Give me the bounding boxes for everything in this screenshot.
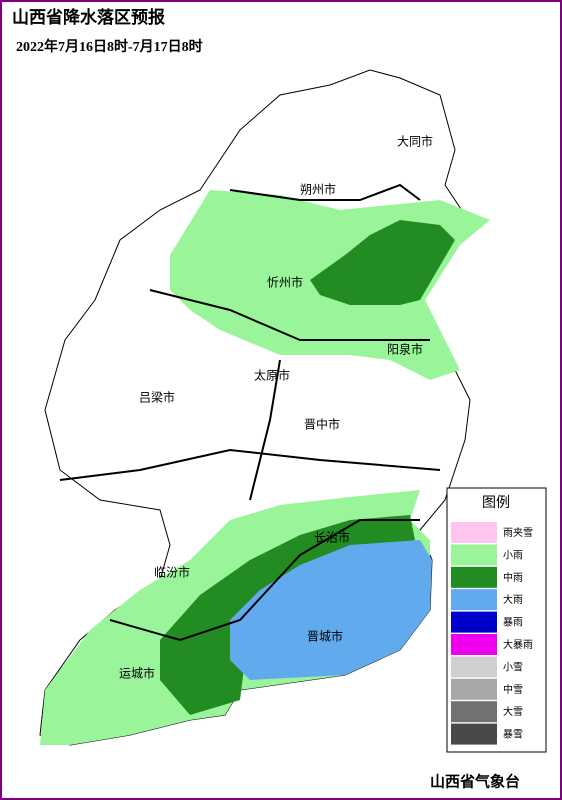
legend-label: 大雪: [503, 705, 523, 718]
city-label: 朔州市: [300, 182, 336, 197]
city-label: 长治市: [314, 530, 350, 545]
city-label: 忻州市: [267, 275, 303, 290]
legend-label: 暴雪: [503, 729, 523, 741]
legend-label: 暴雨: [503, 617, 523, 629]
legend-title: 图例: [482, 495, 510, 511]
city-label: 大同市: [397, 134, 433, 149]
boundary: [59, 448, 441, 481]
legend-label: 小雪: [503, 661, 523, 673]
map: [39, 69, 490, 746]
legend-label: 大雨: [503, 593, 523, 606]
legend-swatch: [451, 678, 497, 700]
legend-swatch: [451, 701, 497, 723]
title: 山西省降水落区预报: [12, 7, 165, 28]
city-label: 太原市: [254, 368, 290, 383]
rain-area: [310, 220, 455, 305]
city-label: 晋城市: [307, 629, 343, 644]
legend-label: 中雨: [503, 571, 523, 584]
boundary: [149, 289, 430, 341]
legend-label: 小雨: [503, 549, 523, 561]
legend-swatch: [451, 656, 497, 678]
legend-swatch: [451, 522, 497, 543]
rain-area: [160, 515, 415, 715]
legend-label: 雨夹雪: [503, 526, 533, 539]
city-label: 临汾市: [154, 565, 190, 580]
city-label: 运城市: [119, 666, 155, 681]
subtitle: 2022年7月16日8时-7月17日8时: [16, 38, 203, 55]
footer: 山西省气象台: [430, 773, 520, 791]
rain-area: [230, 540, 432, 680]
legend-swatch: [451, 544, 497, 566]
city-label: 吕梁市: [139, 390, 175, 405]
legend-swatch: [451, 589, 497, 611]
legend-swatch: [451, 566, 497, 588]
legend-swatch: [451, 723, 497, 745]
city-label: 晋中市: [304, 417, 340, 432]
legend-swatch: [451, 634, 497, 655]
boundary: [229, 183, 421, 201]
legend-swatch: [451, 611, 497, 633]
legend-label: 中雪: [503, 683, 523, 696]
legend-label: 大暴雨: [503, 638, 533, 651]
city-label: 阳泉市: [387, 342, 423, 357]
boundary: [249, 359, 281, 501]
boundary: [109, 519, 420, 642]
